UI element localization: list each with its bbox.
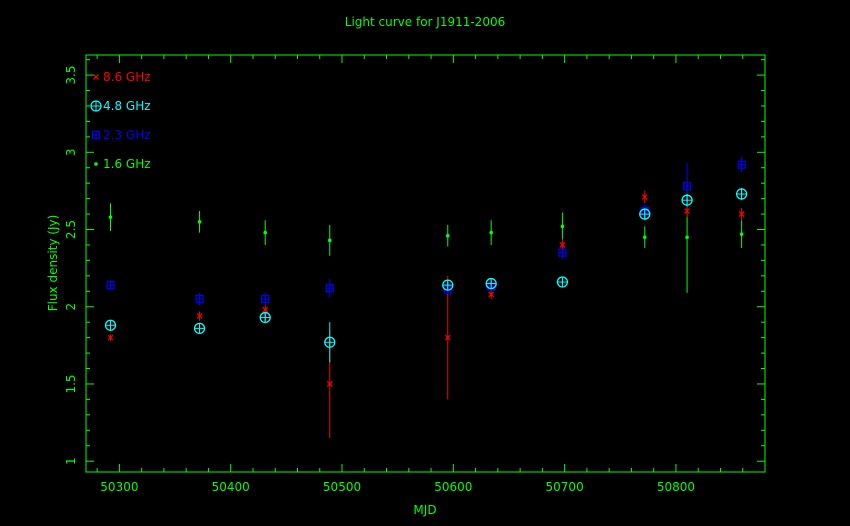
y-tick-label: 2	[64, 303, 78, 311]
legend-label: 8.6 GHz	[103, 70, 151, 84]
marker-cross	[684, 208, 691, 214]
marker-square-plus	[261, 294, 270, 304]
dot	[685, 235, 689, 240]
dot	[739, 232, 744, 236]
marker-cross	[444, 334, 451, 341]
marker-circle-plus	[193, 322, 206, 335]
cross-stroke	[107, 334, 114, 341]
marker-circle-plus	[735, 188, 748, 200]
legend-label: 1.6 GHz	[103, 157, 151, 171]
marker-dot	[739, 232, 744, 236]
marker-circle-plus	[324, 336, 336, 348]
dot	[642, 235, 647, 240]
x-tick-label: 50600	[434, 480, 472, 494]
plot-frame	[85, 54, 766, 473]
marker-square-plus	[325, 284, 334, 293]
marker-dot	[108, 215, 113, 219]
cross-stroke	[684, 208, 691, 214]
dot	[489, 230, 493, 235]
marker-cross	[738, 211, 745, 218]
marker-circle-plus	[681, 194, 693, 206]
cross-stroke	[641, 194, 648, 201]
cross-stroke	[444, 334, 451, 341]
marker-dot	[263, 230, 268, 235]
marker-cross	[559, 242, 566, 248]
dot	[94, 162, 98, 166]
dot	[327, 238, 332, 243]
dot	[197, 220, 202, 224]
y-tick-label: 1.5	[64, 374, 78, 393]
marker-cross	[488, 291, 495, 298]
marker-cross	[262, 306, 269, 313]
x-tick-label: 50300	[100, 480, 138, 494]
marker-dot	[685, 235, 689, 240]
data-markers	[104, 160, 748, 387]
marker-cross	[196, 313, 203, 319]
axis-ticks	[86, 55, 766, 472]
marker-circle-plus	[104, 319, 117, 331]
x-tick-label: 50500	[323, 480, 361, 494]
marker-square-plus	[558, 248, 567, 257]
cross-stroke	[488, 291, 495, 298]
x-tick-label: 50700	[546, 480, 584, 494]
y-tick-label: 3	[64, 148, 78, 156]
marker-dot	[445, 233, 450, 238]
dot	[263, 230, 268, 235]
marker-circle-plus	[556, 276, 569, 288]
marker-circle-plus	[485, 277, 497, 290]
marker-dot	[327, 238, 332, 243]
marker-square-plus	[91, 130, 101, 140]
marker-cross	[93, 74, 99, 80]
y-tick-label: 1	[64, 457, 78, 465]
x-axis-label: MJD	[413, 503, 436, 517]
marker-dot	[94, 162, 98, 166]
marker-circle-plus	[442, 279, 454, 291]
x-tick-label: 50400	[212, 480, 250, 494]
marker-square-plus	[737, 160, 746, 169]
y-axis-label: Flux density (Jy)	[46, 215, 60, 312]
marker-circle-plus	[90, 100, 102, 112]
cross-stroke	[326, 381, 333, 387]
legend: 8.6 GHz 4.8 GHz 2.3 GHz 1.6 GHz	[90, 70, 151, 171]
x-tick-labels: 50300 50400 50500 50600 50700 50800	[100, 480, 695, 494]
marker-dot	[560, 224, 565, 229]
dot	[560, 224, 565, 229]
marker-cross	[326, 381, 333, 387]
cross-stroke	[559, 242, 566, 248]
marker-circle-plus	[639, 208, 651, 220]
y-tick-label: 2.5	[64, 220, 78, 239]
cross-stroke	[262, 306, 269, 313]
marker-dot	[197, 220, 202, 224]
marker-dot	[642, 235, 647, 240]
dot	[108, 215, 113, 219]
chart-title: Light curve for J1911-2006	[345, 15, 505, 29]
marker-square-plus	[195, 294, 204, 304]
marker-square-plus	[106, 281, 115, 290]
legend-label: 4.8 GHz	[103, 99, 151, 113]
legend-label: 2.3 GHz	[103, 128, 151, 142]
marker-cross	[107, 334, 114, 341]
marker-cross	[641, 194, 648, 201]
marker-circle-plus	[259, 311, 271, 324]
marker-dot	[489, 230, 493, 235]
y-tick-labels: 1 1.5 2 2.5 3 3.5	[64, 66, 78, 465]
cross-stroke	[196, 313, 203, 319]
marker-square-plus	[682, 182, 692, 191]
cross-stroke	[93, 74, 99, 80]
y-tick-label: 3.5	[64, 66, 78, 85]
x-tick-label: 50800	[657, 480, 695, 494]
cross-stroke	[738, 211, 745, 218]
dot	[445, 233, 450, 238]
